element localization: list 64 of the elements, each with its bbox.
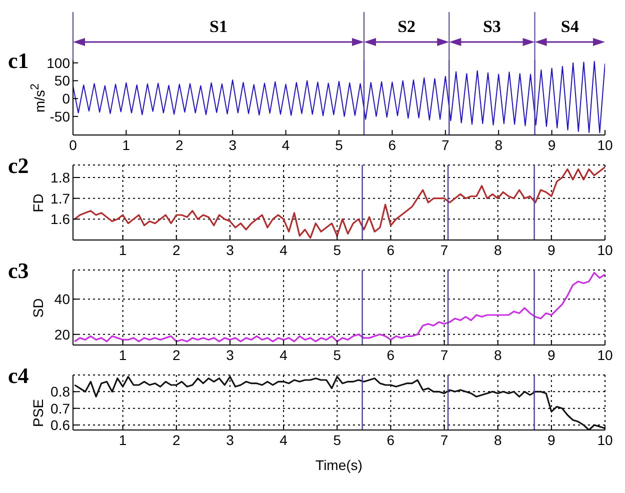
x-tick-label: 2 [172, 346, 180, 363]
x-tick-label: 4 [280, 346, 288, 363]
x-tick-label: 5 [333, 432, 342, 448]
x-tick-label: 2 [172, 432, 180, 448]
x-tick-label: 4 [280, 242, 288, 258]
x-tick-label: 9 [548, 242, 556, 258]
y-tick-label: 1.8 [50, 169, 70, 186]
chart-title: c2 [8, 153, 29, 179]
x-tick-label: 3 [226, 346, 234, 363]
y-axis-title: PSE [30, 398, 46, 428]
x-tick-label: 1 [118, 432, 127, 448]
x-tick-label: 5 [333, 346, 342, 363]
y-tick-label: 20 [54, 326, 70, 342]
x-tick-label: 8 [494, 242, 502, 258]
x-tick-label: 10 [597, 242, 613, 258]
text: S2 [398, 17, 416, 36]
y-tick-label: 40 [54, 291, 70, 308]
y-axis-title: FD [30, 194, 46, 212]
x-axis-title: Time(s) [316, 457, 362, 473]
x-tick-label: 1 [118, 346, 127, 363]
x-tick-label: 2 [172, 242, 180, 258]
x-tick-label: 7 [442, 136, 450, 153]
x-tick-label: 1 [118, 242, 127, 258]
x-tick-label: 3 [228, 136, 237, 153]
y-tick-label: 0.7 [50, 400, 70, 416]
x-tick-label: 6 [388, 136, 396, 153]
x-tick-label: 5 [333, 242, 342, 258]
x-tick-label: 1 [122, 136, 130, 153]
x-tick-label: 6 [386, 432, 395, 448]
y-tick-label: 0.8 [50, 384, 70, 400]
y-tick-label: 0 [62, 90, 70, 107]
x-tick-label: 3 [226, 432, 234, 448]
x-tick-label: 8 [494, 346, 502, 363]
y-axis-title: SD [30, 298, 46, 318]
x-tick-label: 6 [386, 242, 395, 258]
chart-title: c3 [8, 258, 29, 284]
y-tick-label: 0.6 [50, 416, 70, 433]
x-tick-label: 3 [226, 242, 234, 258]
y-tick-label: 1.6 [50, 211, 70, 228]
y-tick-label: 100 [46, 54, 70, 71]
x-tick-label: 10 [597, 346, 613, 363]
x-tick-label: 8 [494, 136, 503, 153]
x-tick-label: 10 [597, 136, 613, 153]
x-tick-label: 8 [494, 432, 502, 448]
chart-title: c4 [8, 363, 29, 389]
x-tick-label: 7 [440, 432, 448, 448]
x-tick-label: 10 [597, 432, 613, 448]
x-tick-label: 9 [548, 432, 556, 448]
y-tick-label: 1.7 [50, 190, 70, 206]
x-tick-label: 5 [335, 136, 344, 153]
y-tick-label: 50 [54, 72, 70, 89]
x-tick-label: 9 [548, 136, 556, 153]
x-tick-label: 4 [282, 136, 290, 153]
x-tick-label: 7 [440, 242, 448, 258]
x-tick-label: 4 [280, 432, 288, 448]
text: S4 [560, 17, 580, 36]
text: S1 [210, 17, 228, 36]
x-tick-label: 9 [548, 346, 556, 363]
x-tick-label: 7 [440, 346, 448, 363]
y-tick-label: -50 [50, 108, 70, 124]
x-tick-label: 6 [386, 346, 395, 363]
x-tick-label: 2 [176, 136, 184, 153]
text: S3 [482, 17, 501, 36]
chart-title: c1 [8, 48, 29, 74]
